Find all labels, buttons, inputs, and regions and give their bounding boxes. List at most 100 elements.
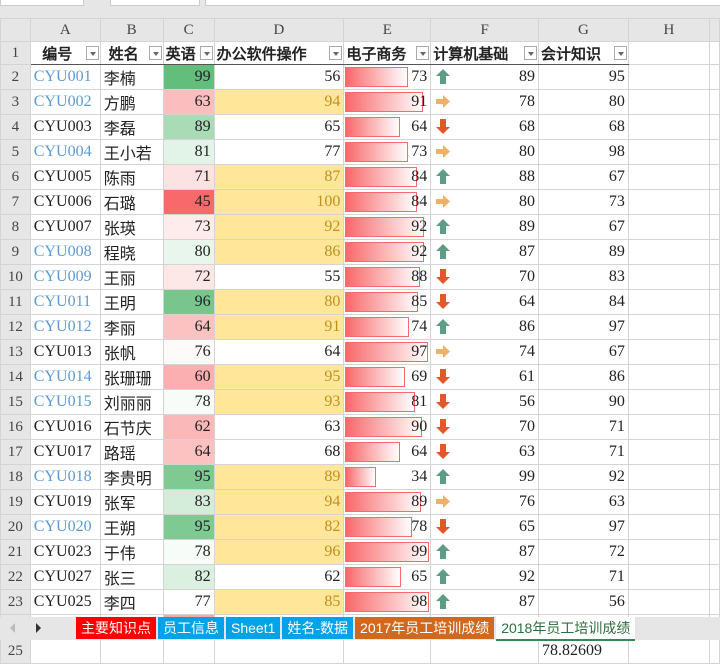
row-number[interactable]: 14 [0,364,31,391]
ecommerce-score-cell[interactable]: 64 [343,114,432,141]
filter-dropdown-icon[interactable] [416,46,430,60]
english-score-cell[interactable]: 95 [162,464,215,491]
id-cell[interactable]: CYU019 [29,489,101,516]
accounting-score-cell[interactable]: 71 [538,439,629,466]
cell[interactable] [627,264,710,291]
name-cell[interactable]: 张三 [99,564,164,591]
header-cell[interactable]: 姓名 [99,40,164,66]
spreadsheet-grid[interactable]: A B C D E F G H 1 编号 姓名 英语 办公软件操作 电子商务 计算机基础 会计知识 2 CYU00… [0,18,720,664]
ecommerce-score-cell[interactable]: 81 [343,389,432,416]
english-score-cell[interactable]: 60 [162,364,215,391]
column-header[interactable]: A [29,18,101,42]
accounting-score-cell[interactable]: 83 [538,264,629,291]
computer-score-cell[interactable]: 63 [430,439,540,466]
ecommerce-score-cell[interactable]: 92 [343,239,432,266]
office-score-cell[interactable]: 87 [213,164,345,191]
ecommerce-score-cell[interactable]: 88 [343,264,432,291]
cell[interactable] [708,339,720,366]
accounting-score-cell[interactable]: 71 [538,414,629,441]
ecommerce-score-cell[interactable]: 98 [343,589,432,616]
cell[interactable] [213,639,345,664]
id-cell[interactable]: CYU008 [29,239,101,266]
office-score-cell[interactable]: 89 [213,464,345,491]
ecommerce-score-cell[interactable]: 74 [343,314,432,341]
cell[interactable] [627,40,710,66]
name-cell[interactable]: 陈雨 [99,164,164,191]
accounting-score-cell[interactable]: 92 [538,464,629,491]
english-score-cell[interactable]: 62 [162,414,215,441]
id-cell[interactable]: CYU014 [29,364,101,391]
filter-dropdown-icon[interactable] [329,46,343,60]
row-number[interactable]: 6 [0,164,31,191]
id-cell[interactable]: CYU005 [29,164,101,191]
formula-input[interactable] [205,0,720,6]
ecommerce-score-cell[interactable]: 64 [343,439,432,466]
english-score-cell[interactable]: 95 [162,514,215,541]
english-score-cell[interactable]: 89 [162,114,215,141]
english-score-cell[interactable]: 78 [162,539,215,566]
column-header[interactable]: F [430,18,540,42]
cell[interactable] [627,414,710,441]
column-header[interactable] [708,18,720,42]
accounting-score-cell[interactable]: 86 [538,364,629,391]
accounting-score-cell[interactable]: 98 [538,139,629,166]
office-score-cell[interactable]: 94 [213,89,345,116]
computer-score-cell[interactable]: 65 [430,514,540,541]
row-number[interactable]: 19 [0,489,31,516]
id-cell[interactable]: CYU004 [29,139,101,166]
computer-score-cell[interactable]: 86 [430,314,540,341]
ecommerce-score-cell[interactable]: 34 [343,464,432,491]
row-number[interactable]: 5 [0,139,31,166]
id-cell[interactable]: CYU001 [29,64,101,91]
filter-dropdown-icon[interactable] [613,46,627,60]
filter-dropdown-icon[interactable] [85,46,99,60]
name-cell[interactable]: 李丽 [99,314,164,341]
filter-dropdown-icon[interactable] [148,46,162,60]
cell[interactable] [627,489,710,516]
id-cell[interactable]: CYU013 [29,339,101,366]
cell[interactable] [708,489,720,516]
cell[interactable] [708,114,720,141]
cell[interactable] [708,364,720,391]
column-header[interactable]: H [627,18,710,42]
name-cell[interactable]: 张瑛 [99,214,164,241]
filter-dropdown-icon[interactable] [199,46,213,60]
name-cell[interactable]: 王小若 [99,139,164,166]
accounting-score-cell[interactable]: 90 [538,389,629,416]
computer-score-cell[interactable]: 64 [430,289,540,316]
row-number[interactable]: 10 [0,264,31,291]
office-score-cell[interactable]: 91 [213,314,345,341]
column-header[interactable]: G [538,18,629,42]
accounting-score-cell[interactable]: 72 [538,539,629,566]
office-score-cell[interactable]: 93 [213,389,345,416]
cell[interactable] [708,589,720,616]
header-cell[interactable]: 计算机基础 [430,40,540,66]
english-score-cell[interactable]: 96 [162,289,215,316]
cell[interactable] [627,214,710,241]
column-header[interactable]: E [343,18,432,42]
accounting-score-cell[interactable]: 95 [538,64,629,91]
name-cell[interactable]: 王明 [99,289,164,316]
english-score-cell[interactable]: 82 [162,564,215,591]
cell[interactable] [708,89,720,116]
cell[interactable] [627,339,710,366]
header-cell[interactable]: 编号 [29,40,101,66]
name-cell[interactable]: 王丽 [99,264,164,291]
english-score-cell[interactable]: 77 [162,589,215,616]
id-cell[interactable]: CYU015 [29,389,101,416]
header-cell[interactable]: 电子商务 [343,40,432,66]
accounting-score-cell[interactable]: 67 [538,214,629,241]
column-header[interactable]: B [99,18,164,42]
accounting-score-cell[interactable]: 71 [538,564,629,591]
accounting-score-cell[interactable]: 68 [538,114,629,141]
row-number[interactable]: 13 [0,339,31,366]
accounting-score-cell[interactable]: 73 [538,189,629,216]
english-score-cell[interactable]: 64 [162,439,215,466]
office-score-cell[interactable]: 86 [213,239,345,266]
computer-score-cell[interactable]: 80 [430,139,540,166]
cell[interactable] [99,639,164,664]
row-number[interactable]: 16 [0,414,31,441]
id-cell[interactable]: CYU003 [29,114,101,141]
english-score-cell[interactable]: 73 [162,214,215,241]
name-cell[interactable]: 张军 [99,489,164,516]
